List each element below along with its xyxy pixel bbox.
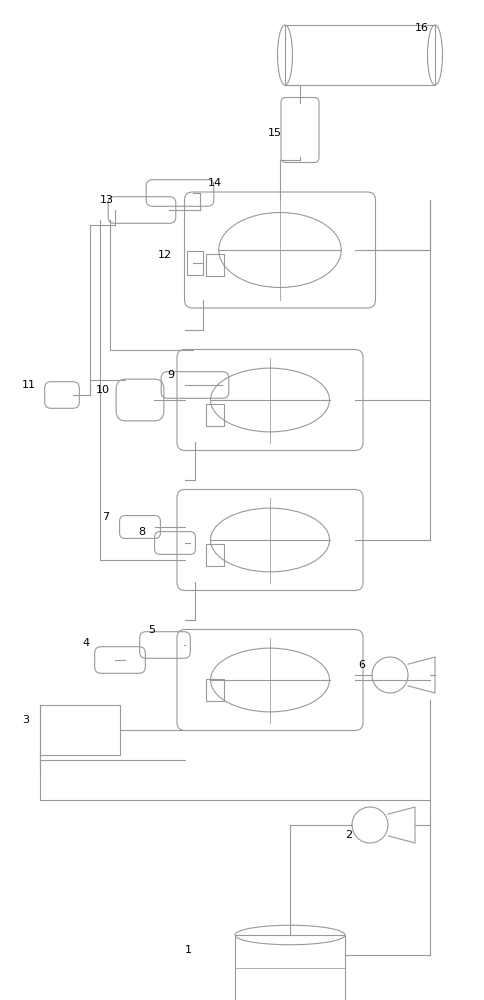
Text: 9: 9 (167, 370, 174, 380)
Bar (187, 251, 203, 275)
Text: 5: 5 (148, 625, 155, 635)
Text: 12: 12 (158, 250, 172, 260)
Text: 6: 6 (358, 660, 365, 670)
Bar (206, 679, 224, 701)
Bar (206, 544, 224, 566)
Text: 8: 8 (138, 527, 145, 537)
Bar (235, 935, 345, 1000)
Bar (285, 25, 435, 85)
Text: 15: 15 (268, 128, 282, 138)
Text: 14: 14 (208, 178, 222, 188)
Text: 2: 2 (345, 830, 352, 840)
Text: 4: 4 (82, 638, 89, 648)
Bar (206, 254, 224, 276)
Text: 3: 3 (22, 715, 29, 725)
Text: 13: 13 (100, 195, 114, 205)
Text: 1: 1 (185, 945, 192, 955)
Bar (206, 404, 224, 426)
Text: 11: 11 (22, 380, 36, 390)
Bar (40, 705, 120, 755)
Text: 10: 10 (96, 385, 110, 395)
Text: 16: 16 (415, 23, 429, 33)
Text: 7: 7 (102, 512, 109, 522)
